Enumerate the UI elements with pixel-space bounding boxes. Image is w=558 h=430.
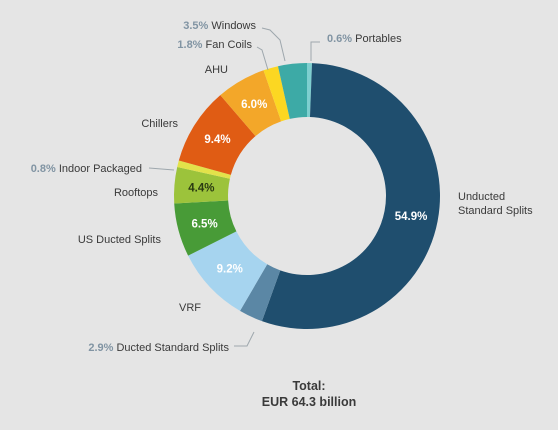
inside-value-rooftops: 4.4% <box>188 182 214 194</box>
category-label-us-ducted-splits: US Ducted Splits <box>78 234 162 246</box>
inside-value-vrf: 9.2% <box>217 264 243 276</box>
leader-line-indoor-packaged <box>148 167 175 171</box>
category-label-portables: 0.6% Portables <box>327 33 402 45</box>
category-label-ahu: AHU <box>205 64 228 76</box>
slices-layer <box>174 63 440 329</box>
leader-line-ducted-standard-splits <box>234 331 255 347</box>
slice-rooftops <box>174 166 230 204</box>
slice-portables <box>307 63 313 118</box>
slice-unducted-standard-splits <box>261 63 440 329</box>
inside-value-ahu: 6.0% <box>241 99 267 111</box>
inside-value-us-ducted-splits: 6.5% <box>191 218 217 230</box>
category-label-windows: 3.5% Windows <box>183 20 256 32</box>
category-label-rooftops: Rooftops <box>114 187 159 199</box>
leader-lines-layer <box>148 27 320 347</box>
total-heading: Total: <box>292 379 326 393</box>
leader-line-fan-coils <box>256 46 269 71</box>
category-label-vrf: VRF <box>179 302 201 314</box>
inside-value-chillers: 9.4% <box>204 134 230 146</box>
category-label-chillers: Chillers <box>141 118 178 130</box>
total-block: Total: EUR 64.3 billion <box>229 378 389 410</box>
category-label-fan-coils: 1.8% Fan Coils <box>177 39 252 51</box>
category-label-unducted-standard-splits: Unducted Standard Splits <box>458 191 533 217</box>
slice-indoor-packaged <box>177 160 231 179</box>
slice-ahu <box>220 70 282 137</box>
slice-fan-coils <box>263 66 290 122</box>
category-labels-layer: 0.6% Portables Unducted Standard Splits 2.9… <box>31 20 533 354</box>
total-value: EUR 64.3 billion <box>261 395 357 409</box>
slice-chillers <box>178 95 256 175</box>
inside-value-unducted-standard-splits: 54.9% <box>395 211 428 223</box>
slice-windows <box>277 63 307 119</box>
category-label-indoor-packaged: 0.8% Indoor Packaged <box>31 163 142 175</box>
slice-vrf <box>188 231 268 311</box>
slice-us-ducted-splits <box>174 200 237 256</box>
slice-ducted-standard-splits <box>240 264 281 322</box>
category-label-ducted-standard-splits: 2.9% Ducted Standard Splits <box>88 342 229 354</box>
inside-value-labels-layer: 54.9% 9.2% 6.5% 4.4% 9.4% 6.0% <box>188 99 427 275</box>
leader-line-windows <box>261 27 286 62</box>
leader-line-portables <box>310 41 320 61</box>
